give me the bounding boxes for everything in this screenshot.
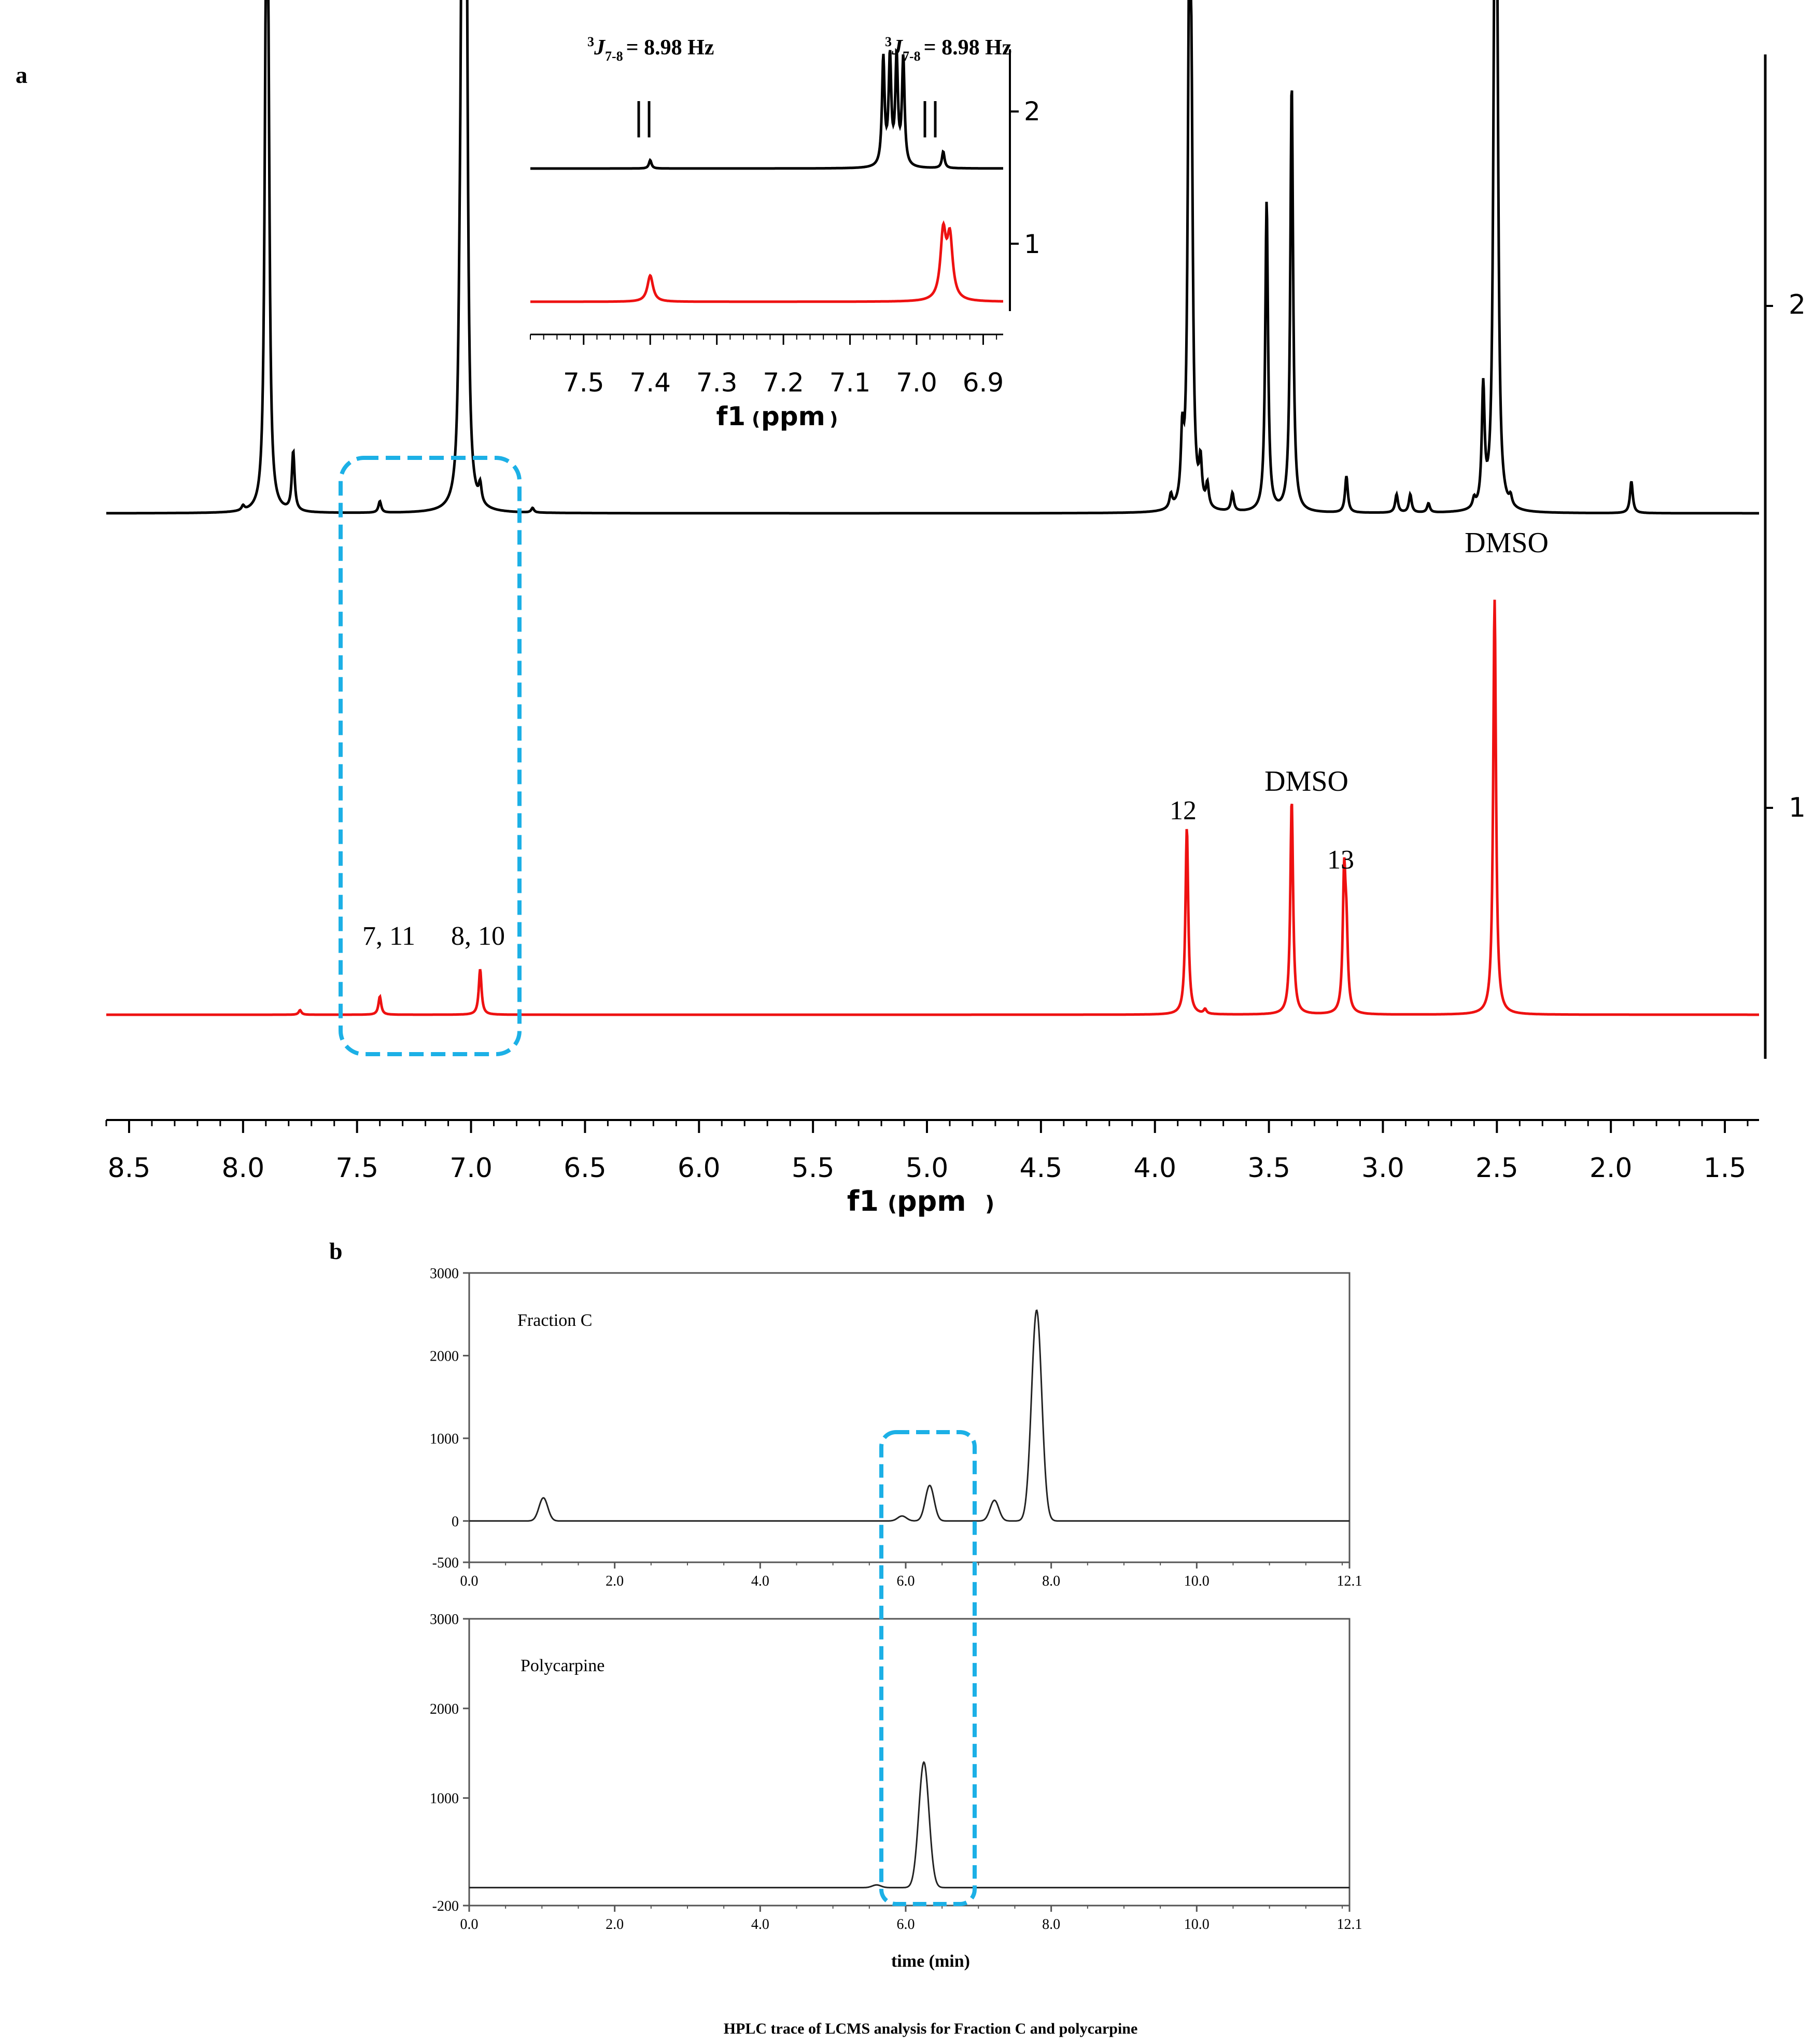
- nmr-xtick-label: 5.0: [906, 1153, 949, 1184]
- annotation-8-10: 8, 10: [451, 921, 505, 951]
- nmr-xlabel-paren-close: ): [985, 1192, 994, 1216]
- inset-xtick-label: 7.4: [629, 368, 671, 398]
- inset-xtick-label: 7.0: [896, 368, 937, 398]
- j-label-left: 3J7-8 = 8.98 Hz: [587, 34, 714, 64]
- hplc-xlabel: time (min): [891, 1952, 970, 1971]
- inset-right-label-1: 1: [1024, 229, 1040, 259]
- inset-xlabel-paren-open: (: [752, 409, 760, 430]
- hplc-top-title: Fraction C: [517, 1311, 592, 1330]
- nmr-xtick-label: 8.0: [221, 1153, 264, 1184]
- nmr-xlabel-main: f1: [847, 1185, 879, 1217]
- annotation-13: 13: [1327, 845, 1354, 875]
- inset-xlabel-main: f1: [716, 401, 746, 431]
- hplc-ytick-label: -200: [432, 1898, 459, 1914]
- nmr-right-label-1: 1: [1789, 792, 1806, 823]
- hplc-xtick-label: 6.0: [896, 1573, 915, 1589]
- nmr-x-ticks: 8.5 8.0 7.5 7.0 6.5 6.0 5.5 5.0 4.5 4.0 3.5 3.0 2.5 2…: [105, 1120, 1749, 1184]
- j-label-right: 3J7-8 = 8.98 Hz: [885, 34, 1011, 64]
- nmr-main-chart: 8.5 8.0 7.5 7.0 6.5 6.0 5.5 5.0 4.5 4.0 3.5 3.0 2.5 2…: [105, 0, 1806, 1217]
- hplc-ytick-label: 1000: [430, 1431, 459, 1447]
- hplc-xtick-label: 0.0: [460, 1916, 479, 1933]
- hplc-xtick-label: 4.0: [751, 1916, 769, 1933]
- hplc-xtick-label: 0.0: [460, 1573, 479, 1589]
- nmr-xtick-label: 6.5: [564, 1153, 607, 1184]
- annotation-dmso-top: DMSO: [1465, 527, 1549, 559]
- inset-xtick-label: 7.1: [829, 368, 871, 398]
- hplc-ytick-label: -500: [432, 1555, 459, 1571]
- nmr-xtick-label: 4.5: [1020, 1153, 1063, 1184]
- hplc-xtick-label: 2.0: [606, 1573, 624, 1589]
- panel-label-b: b: [329, 1238, 343, 1264]
- hplc-ytick-label: 3000: [430, 1612, 459, 1628]
- nmr-xtick-label: 7.5: [335, 1153, 378, 1184]
- nmr-right-label-2: 2: [1789, 289, 1806, 320]
- nmr-xtick-label: 4.0: [1133, 1153, 1176, 1184]
- nmr-inset-chart: 7.5 7.4 7.3 7.2 7.1 7.0 6.9 f1 ( ppm ) 2 1 3J7…: [530, 34, 1040, 431]
- hplc-xtick-label: 8.0: [1042, 1573, 1060, 1589]
- nmr-xtick-label: 8.5: [108, 1153, 151, 1184]
- hplc-ytick-label: 1000: [430, 1791, 459, 1807]
- hplc-ytick-label: 2000: [430, 1701, 459, 1717]
- nmr-xtick-label: 5.5: [792, 1153, 835, 1184]
- hplc-bottom-frame: [468, 1618, 1351, 1907]
- nmr-xtick-label: 3.0: [1361, 1153, 1404, 1184]
- hplc-xtick-label: 8.0: [1042, 1916, 1060, 1933]
- hplc-ytick-label: 2000: [430, 1348, 459, 1364]
- hplc-xtick-label: 4.0: [751, 1573, 769, 1589]
- inset-trace-1: [530, 220, 1003, 303]
- inset-xtick-label: 6.9: [963, 368, 1004, 398]
- nmr-xtick-label: 1.5: [1704, 1153, 1747, 1184]
- nmr-highlight-box: [339, 456, 522, 1056]
- hplc-bottom-ticks: 0.0 2.0 4.0 6.0 8.0 10.0 12.1 3000 2000 1000 -200: [430, 1612, 1362, 1933]
- hplc-xtick-label: 10.0: [1184, 1573, 1210, 1589]
- figure-caption: HPLC trace of LCMS analysis for Fraction…: [724, 2020, 1138, 2037]
- nmr-xtick-label: 6.0: [678, 1153, 721, 1184]
- hplc-ytick-label: 0: [452, 1514, 459, 1530]
- nmr-xlabel-unit: ppm: [897, 1185, 966, 1217]
- annotation-7-11: 7, 11: [362, 921, 415, 951]
- inset-right-label-2: 2: [1024, 96, 1040, 127]
- hplc-bottom-trace: [469, 1761, 1349, 1888]
- nmr-xtick-label: 2.5: [1475, 1153, 1518, 1184]
- hplc-xtick-label: 2.0: [606, 1916, 624, 1933]
- nmr-xlabel-paren-open: (: [888, 1192, 897, 1216]
- annotation-12: 12: [1170, 796, 1197, 825]
- inset-xtick-label: 7.2: [763, 368, 804, 398]
- hplc-xtick-label: 6.0: [896, 1916, 915, 1933]
- inset-xlabel-unit: ppm: [761, 401, 825, 431]
- hplc-fraction-c-chart: 0.0 2.0 4.0 6.0 8.0 10.0 12.1 3000 2000 1000 0 -500…: [430, 1266, 1362, 1589]
- inset-xtick-label: 7.3: [696, 368, 738, 398]
- annotation-dmso-mid: DMSO: [1264, 765, 1348, 797]
- hplc-xtick-label: 12.1: [1337, 1916, 1362, 1933]
- inset-xlabel-paren-close: ): [829, 409, 838, 430]
- nmr-xtick-label: 3.5: [1247, 1153, 1290, 1184]
- nmr-trace-2: [106, 0, 1759, 515]
- hplc-xtick-label: 12.1: [1337, 1573, 1362, 1589]
- hplc-highlight-box: [879, 1430, 977, 1906]
- inset-x-ticks: 7.5 7.4 7.3 7.2 7.1 7.0 6.9: [530, 334, 1004, 398]
- inset-trace-2: [530, 48, 1003, 170]
- hplc-top-frame: [468, 1272, 1351, 1563]
- hplc-bottom-title: Polycarpine: [521, 1656, 604, 1675]
- panel-label-a: a: [16, 62, 27, 88]
- nmr-xtick-label: 7.0: [449, 1153, 493, 1184]
- hplc-ytick-label: 3000: [430, 1266, 459, 1282]
- hplc-polycarpine-chart: 0.0 2.0 4.0 6.0 8.0 10.0 12.1300020001000-200 …: [430, 1612, 1362, 1971]
- hplc-top-trace: [469, 1309, 1349, 1522]
- hplc-xtick-label: 10.0: [1184, 1916, 1210, 1933]
- nmr-xtick-label: 2.0: [1590, 1153, 1633, 1184]
- hplc-top-ticks: 0.0 2.0 4.0 6.0 8.0 10.0 12.1 3000 2000 1000 0 -500: [430, 1266, 1362, 1589]
- inset-xtick-label: 7.5: [563, 368, 604, 398]
- nmr-trace-1: [106, 599, 1759, 1016]
